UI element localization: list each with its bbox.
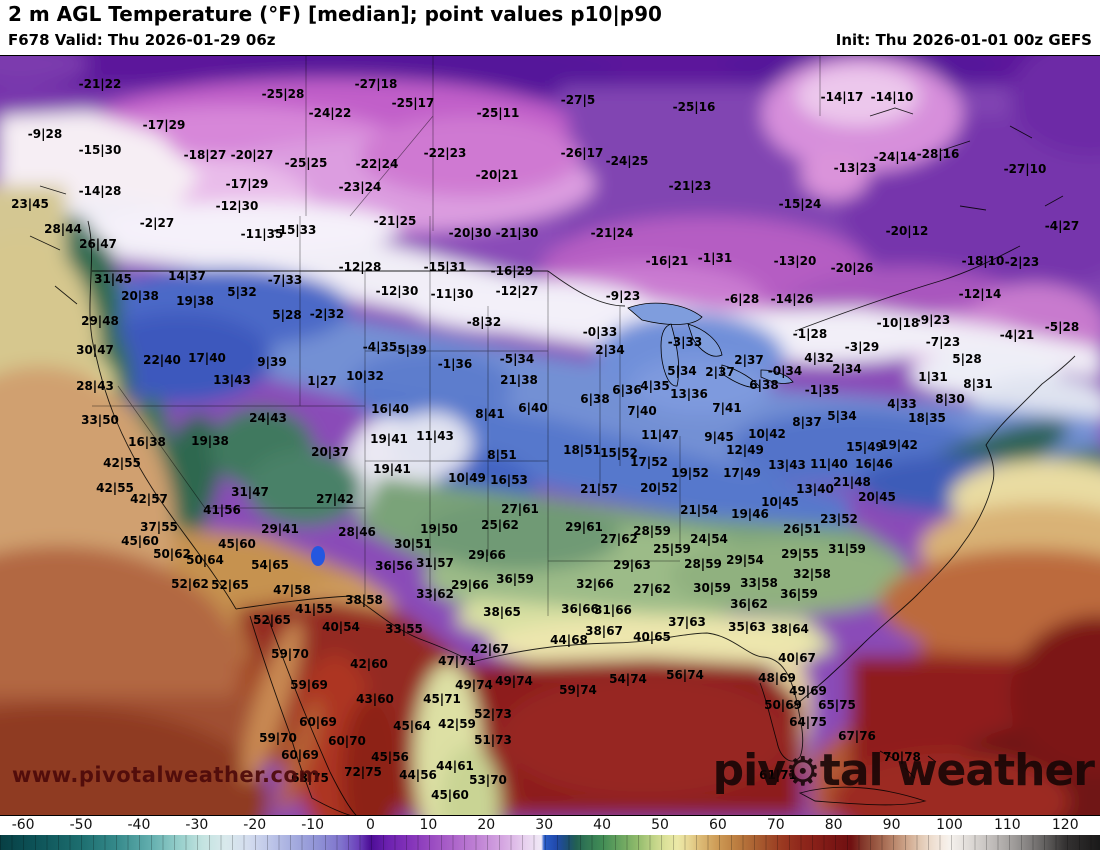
colorbar-tick-label: 120 <box>1051 817 1079 833</box>
map-borders <box>29 107 1076 815</box>
gear-icon: ⚙ <box>784 749 821 795</box>
temperature-field-graphic <box>0 56 1100 815</box>
colorbar-tick-label: -60 <box>11 817 35 833</box>
colorbar-tick-labels: -60 -50 -40 -30 -20 -10 0 10 20 30 40 50 60 70 80 90 100… <box>0 817 1100 834</box>
colorbar-tick-label: 60 <box>708 817 727 833</box>
colorbar-tick-label: -30 <box>185 817 209 833</box>
colorbar-tick-label: 20 <box>477 817 496 833</box>
temperature-map: -21|22 -25|28 -27|18 -25|17 -25|11 -24|22 -9|2… <box>0 55 1100 816</box>
colorbar-tick-label: 30 <box>535 817 554 833</box>
colorbar-tick-label: -20 <box>243 817 267 833</box>
colorbar-step-lines <box>0 835 1100 850</box>
colorbar-tick-label: 0 <box>366 817 375 833</box>
colorbar-tick-label: 10 <box>419 817 438 833</box>
colorbar-tick-label: 90 <box>882 817 901 833</box>
page-title: 2 m AGL Temperature (°F) [median]; point… <box>8 2 662 26</box>
valid-time-label: F678 Valid: Thu 2026-01-29 06z <box>8 31 276 49</box>
pivotal-weather-logo: piv⚙tal weather <box>713 749 1095 795</box>
colorbar-tick-label: 70 <box>766 817 785 833</box>
colorbar-tick-label: 80 <box>824 817 843 833</box>
colorbar-tick-label: -40 <box>127 817 151 833</box>
colorbar-gradient <box>0 835 1100 850</box>
logo-text-post: tal weather <box>819 745 1095 796</box>
temperature-colorbar: -60 -50 -40 -30 -20 -10 0 10 20 30 40 50 60 70 80 90 100… <box>0 816 1100 850</box>
colorbar-tick-label: 110 <box>993 817 1021 833</box>
great-lakes <box>311 302 794 566</box>
logo-text-pre: piv <box>712 745 786 796</box>
colorbar-tick-label: 50 <box>651 817 669 833</box>
colorbar-tick-label: -10 <box>301 817 325 833</box>
init-time-label: Init: Thu 2026-01-01 00z GEFS <box>835 31 1092 49</box>
header: 2 m AGL Temperature (°F) [median]; point… <box>0 0 1100 55</box>
colorbar-tick-label: 100 <box>936 817 963 833</box>
state-borders <box>92 56 821 616</box>
colorbar-tick-label: 40 <box>593 817 612 833</box>
watermark-url: www.pivotalweather.com <box>12 763 321 787</box>
colorbar-tick-label: -50 <box>69 817 93 833</box>
